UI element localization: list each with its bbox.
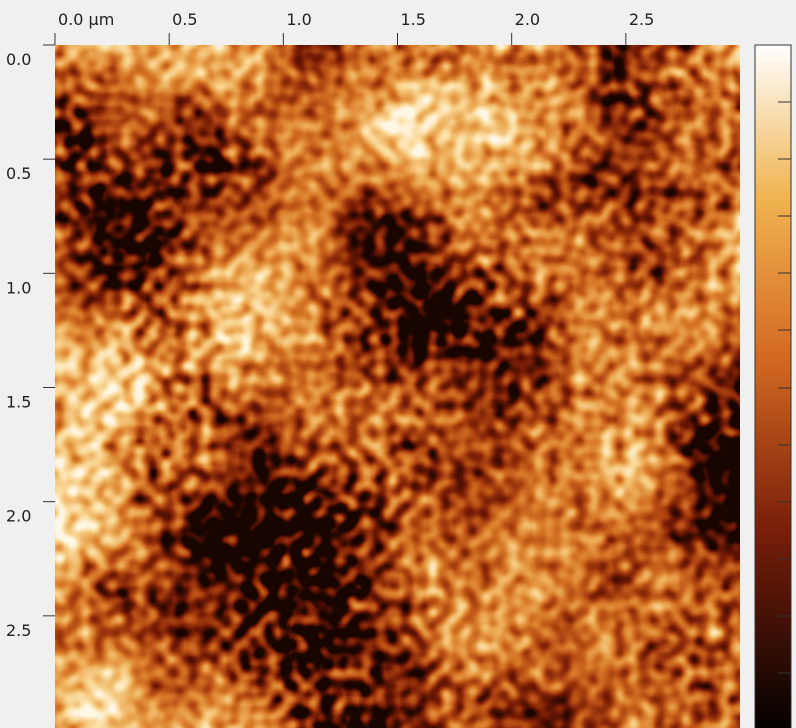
afm-image (55, 45, 740, 728)
y-tick-label: 1.5 (6, 393, 31, 412)
y-tick-label: 1.0 (6, 278, 31, 297)
x-tick-label: 0.0 µm (58, 10, 114, 29)
y-tick-label: 0.0 (6, 50, 31, 69)
x-tick-label: 1.5 (401, 10, 426, 29)
y-tick-label: 0.5 (6, 164, 31, 183)
x-tick-label: 0.5 (172, 10, 197, 29)
color-bar (755, 45, 791, 728)
y-tick-label: 2.5 (6, 621, 31, 640)
x-tick-label: 2.5 (629, 10, 654, 29)
x-tick-label: 1.0 (286, 10, 311, 29)
afm-view: 0.0 µm 0.5 1.0 1.5 2.0 2.5 0.0 0.5 1.0 1.5 2.0 2.5 (0, 0, 796, 728)
x-tick-label: 2.0 (515, 10, 540, 29)
y-tick-label: 2.0 (6, 507, 31, 526)
